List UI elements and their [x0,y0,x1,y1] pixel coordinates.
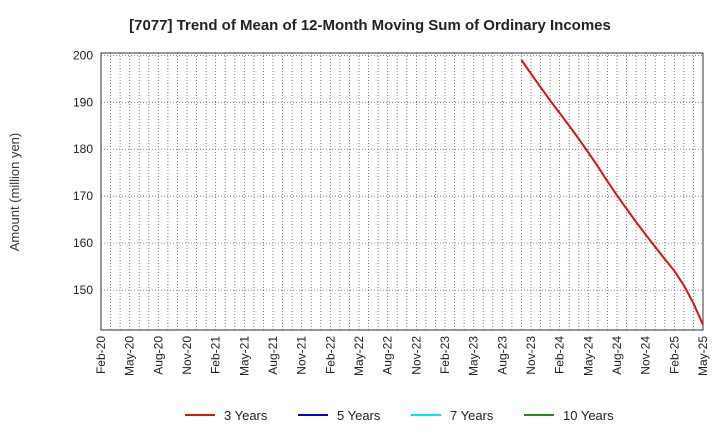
grid [101,53,703,330]
x-tick-label: Nov-20 [180,336,194,375]
x-axis-ticks: Feb-20 May-20 Aug-20 Nov-20 Feb-21 May-21 Aug-… [94,336,710,376]
x-tick-label: Feb-24 [553,336,567,374]
x-tick-label: Feb-25 [667,336,681,374]
legend-label: 10 Years [563,408,614,423]
plot-area-frame [100,52,704,331]
y-tick-label: 150 [73,283,93,297]
y-axis-ticks: 150 160 170 180 190 200 [73,48,93,297]
y-axis-label: Amount (million yen) [7,133,22,252]
x-tick-label: Feb-21 [209,336,223,374]
x-tick-label: Aug-24 [610,336,624,375]
x-tick-label: Aug-21 [266,336,280,375]
x-tick-label: Nov-22 [409,336,423,375]
x-tick-label: Nov-21 [295,336,309,375]
x-tick-label: May-23 [467,336,481,376]
x-tick-label: May-24 [581,336,595,376]
x-tick-label: May-20 [123,336,137,376]
x-tick-label: Feb-23 [438,336,452,374]
legend-label: 3 Years [224,408,268,423]
chart-title: [7077] Trend of Mean of 12-Month Moving … [129,17,611,34]
legend: 3 Years 5 Years 7 Years 10 Years [185,408,614,423]
x-tick-label: Nov-23 [524,336,538,375]
x-tick-label: May-22 [352,336,366,376]
x-tick-label: Feb-22 [323,336,337,374]
y-tick-label: 180 [73,142,93,156]
series-lines [520,59,704,326]
x-tick-label: May-25 [696,336,710,376]
y-tick-label: 170 [73,189,93,203]
y-tick-label: 190 [73,95,93,109]
legend-label: 7 Years [450,408,494,423]
x-tick-label: Feb-20 [94,336,108,374]
x-tick-label: Nov-24 [639,336,653,375]
x-tick-label: Aug-22 [381,336,395,375]
x-tick-label: Aug-23 [495,336,509,375]
x-tick-label: May-21 [237,336,251,376]
y-tick-label: 200 [73,48,93,62]
y-tick-label: 160 [73,236,93,250]
x-tick-label: Aug-20 [151,336,165,375]
legend-label: 5 Years [337,408,381,423]
series-line [520,59,704,326]
